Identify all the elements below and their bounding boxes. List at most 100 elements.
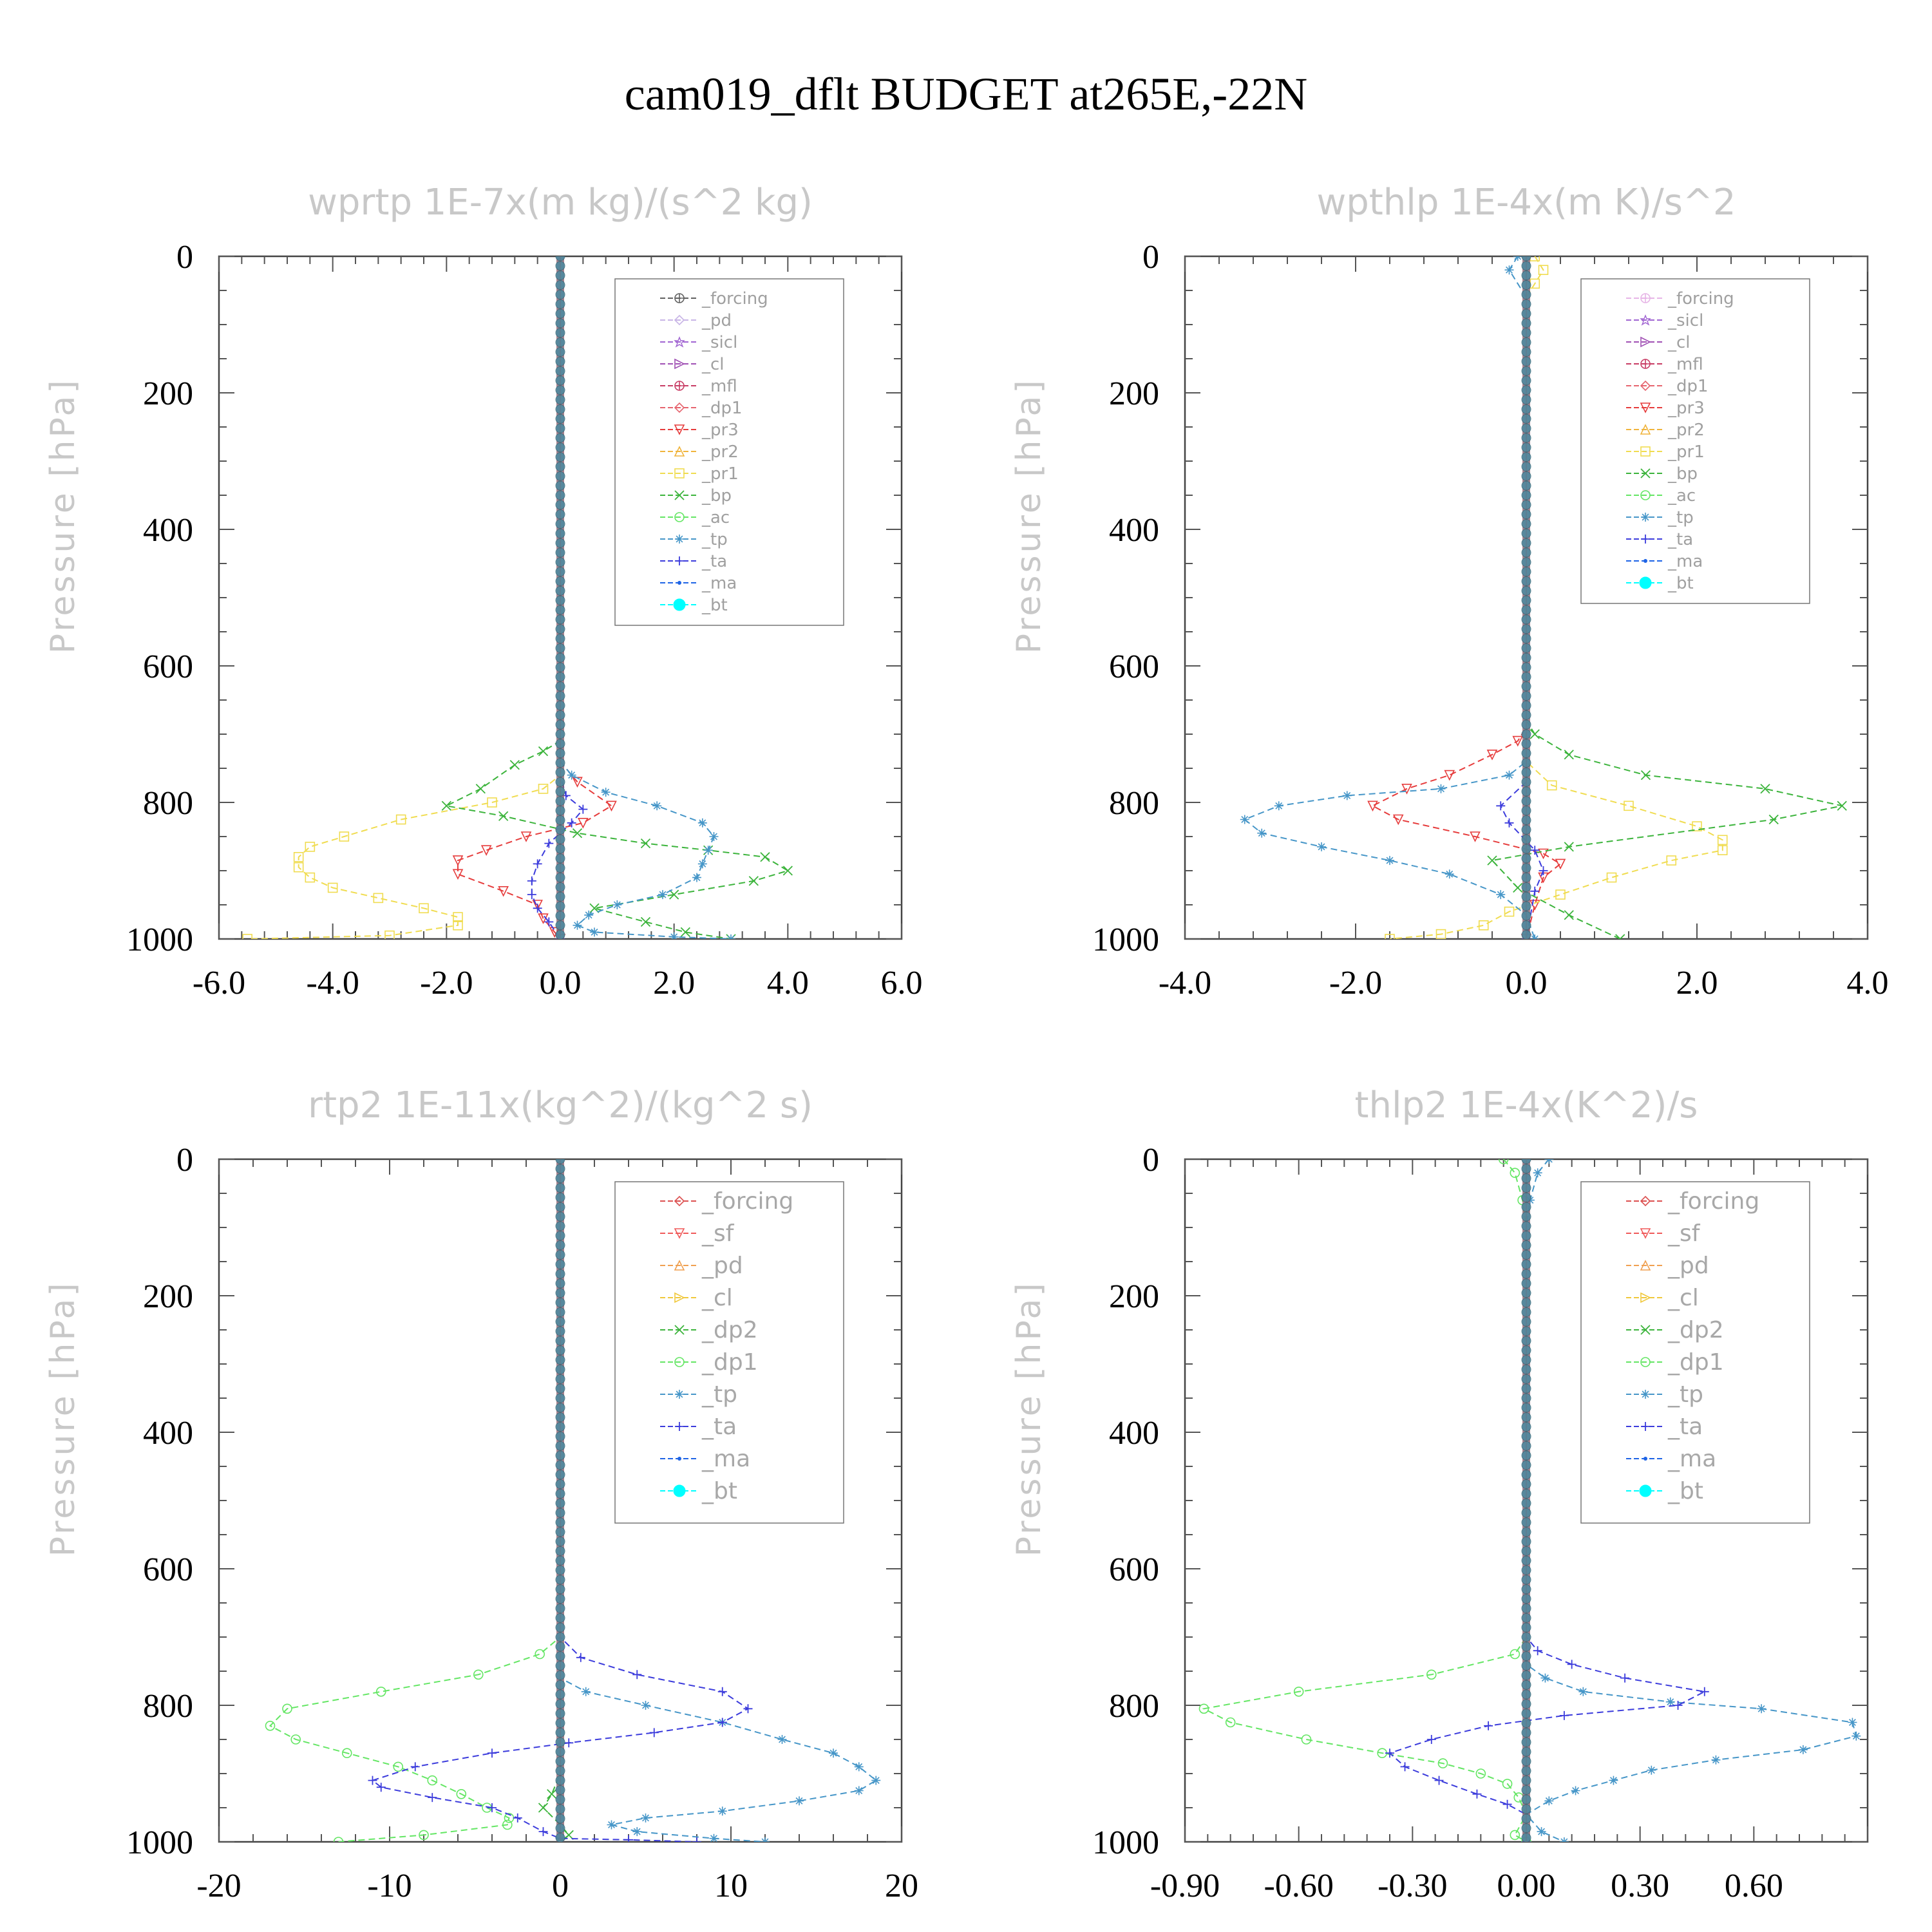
series-point-ta bbox=[1496, 801, 1506, 811]
series-point-pr1 bbox=[373, 893, 384, 904]
series-point-bp bbox=[498, 811, 509, 821]
series-point-tp bbox=[1240, 815, 1249, 824]
series-point-bt bbox=[1521, 1718, 1531, 1728]
series-point-bt bbox=[555, 337, 565, 348]
series-point-bt bbox=[555, 490, 565, 500]
series-point-pr1 bbox=[1717, 835, 1728, 846]
series-point-ta bbox=[717, 1687, 727, 1696]
legend: _forcing_sicl_cl_mfl_dp1_pr3_pr2_pr1_bp_… bbox=[1580, 278, 1810, 604]
series-point-bt bbox=[555, 1508, 565, 1518]
series-point-bt bbox=[555, 1288, 565, 1298]
series-point-bt bbox=[1521, 1508, 1531, 1518]
series-point-bt bbox=[555, 1393, 565, 1403]
series-point-bt bbox=[1521, 1833, 1531, 1842]
series-point-tp bbox=[1444, 869, 1454, 879]
series-point-bt bbox=[555, 1794, 565, 1804]
series-point-bp bbox=[441, 800, 451, 811]
series-point-bt bbox=[555, 433, 565, 443]
series-point-dp1 bbox=[1510, 1649, 1520, 1660]
x-tick-label: 4.0 bbox=[767, 965, 809, 1001]
series-point-bt bbox=[555, 1173, 565, 1184]
legend-marker bbox=[1639, 1484, 1652, 1497]
y-tick-label: 800 bbox=[143, 1688, 193, 1725]
legend-marker bbox=[674, 358, 685, 370]
series-point-bt bbox=[1521, 270, 1531, 281]
series-point-bt bbox=[555, 1202, 565, 1212]
series-point-ta bbox=[488, 1748, 497, 1758]
series-point-pr1 bbox=[242, 934, 252, 939]
series-point-bt bbox=[1521, 452, 1531, 462]
series-point-tp bbox=[1578, 1687, 1588, 1696]
series-point-bt bbox=[1521, 1278, 1531, 1289]
series-point-pr1 bbox=[1555, 889, 1566, 900]
series-point-bt bbox=[555, 1747, 565, 1757]
series-point-bt bbox=[555, 519, 565, 529]
series-point-dp2 bbox=[538, 1803, 549, 1813]
series-point-pr1 bbox=[453, 912, 463, 922]
y-tick-label: 200 bbox=[143, 375, 193, 412]
series-point-tp bbox=[1537, 1827, 1546, 1837]
series-point-pr1 bbox=[1504, 906, 1515, 917]
series-point-tp bbox=[1317, 842, 1326, 851]
series-point-bt bbox=[1521, 1470, 1531, 1480]
series-point-bt bbox=[555, 1450, 565, 1461]
series-point-tp bbox=[697, 859, 707, 869]
series-line-tp bbox=[560, 1159, 878, 1842]
series-point-ta bbox=[428, 1793, 437, 1803]
chart-panel-thlp2: thlp2 1E-4x(K^2)/s Pressure [hPa] -0.90 -0.… bbox=[1010, 1084, 1869, 1904]
legend-entry: _cl bbox=[701, 1285, 733, 1311]
series-point-bt bbox=[555, 605, 565, 615]
plot-area bbox=[1198, 1159, 1861, 1842]
series-point-tp bbox=[709, 1833, 719, 1842]
x-tick-label: 10 bbox=[714, 1868, 748, 1904]
series-point-bt bbox=[555, 1766, 565, 1776]
series-point-tp bbox=[1852, 1731, 1861, 1741]
series-point-dp1 bbox=[502, 1819, 513, 1830]
legend-marker bbox=[1640, 359, 1651, 369]
legend-marker bbox=[674, 336, 685, 348]
series-point-bt bbox=[1521, 729, 1531, 739]
series-point-bt bbox=[555, 1374, 565, 1384]
series-point-bt bbox=[555, 681, 565, 692]
series-point-bt bbox=[555, 748, 565, 759]
series-point-bt bbox=[1521, 1441, 1531, 1451]
legend-box bbox=[614, 278, 844, 626]
series-point-bt bbox=[1521, 1269, 1531, 1279]
series-point-pr1 bbox=[1478, 920, 1489, 931]
series-point-tp bbox=[1436, 784, 1446, 793]
series-point-bt bbox=[1521, 318, 1531, 328]
series-point-bp bbox=[1530, 729, 1540, 739]
series-point-tp bbox=[581, 1687, 591, 1696]
legend-entry: _ta bbox=[1667, 530, 1693, 549]
legend-entry: _forcing bbox=[1667, 1188, 1759, 1215]
series-point-bt bbox=[555, 1383, 565, 1394]
series-point-bt bbox=[555, 1345, 565, 1356]
series-point-tp bbox=[1496, 890, 1506, 900]
series-point-ta bbox=[513, 1813, 522, 1823]
series-point-bt bbox=[1521, 567, 1531, 577]
series-point-tp bbox=[567, 770, 576, 780]
legend-box bbox=[1580, 1181, 1810, 1524]
series-point-bt bbox=[555, 700, 565, 710]
series-point-bt bbox=[555, 585, 565, 596]
chart-panel-wprtp: wprtp 1E-7x(m kg)/(s^2 kg) Pressure [hPa]… bbox=[44, 182, 923, 1001]
series-point-bt bbox=[1521, 1431, 1531, 1441]
series-point-bt bbox=[555, 1727, 565, 1738]
series-point-bt bbox=[1521, 1173, 1531, 1184]
legend-entry: _bp bbox=[1667, 464, 1698, 484]
series-point-ta bbox=[1385, 1748, 1394, 1758]
series-point-bp bbox=[1564, 842, 1574, 852]
series-point-dp1 bbox=[1475, 1768, 1486, 1779]
series-point-bt bbox=[1521, 901, 1531, 911]
series-point-bt bbox=[1521, 920, 1531, 931]
series-point-pr1 bbox=[419, 903, 429, 914]
series-point-bt bbox=[1521, 1202, 1531, 1212]
series-point-bt bbox=[1521, 289, 1531, 299]
series-point-pr1 bbox=[1546, 780, 1557, 791]
series-point-ta bbox=[567, 818, 576, 828]
series-point-tp bbox=[703, 846, 713, 855]
series-point-tp bbox=[1757, 1704, 1766, 1714]
series-point-bt bbox=[1521, 1211, 1531, 1222]
series-point-ta bbox=[533, 859, 542, 869]
series-point-ta bbox=[576, 1653, 585, 1662]
